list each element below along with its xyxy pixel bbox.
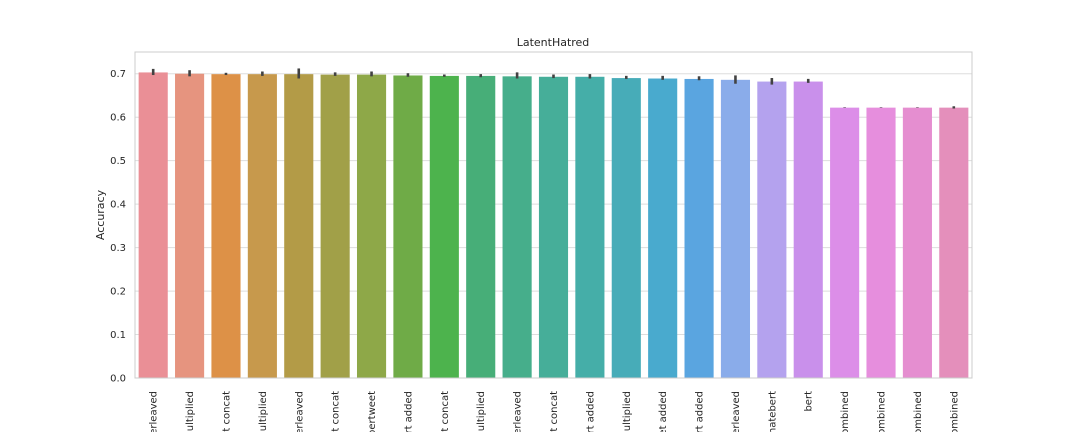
x-tick-label: et concat <box>331 391 342 432</box>
bar <box>175 73 205 378</box>
bars <box>138 72 969 379</box>
x-tick-label: ombined <box>877 391 888 432</box>
x-tick-label: bertweet <box>367 391 378 432</box>
bar <box>793 81 823 378</box>
bar <box>466 75 496 378</box>
x-tick-label: t concat <box>221 391 232 432</box>
y-tick-label: 0.1 <box>110 330 126 341</box>
x-tick-label: bert <box>804 391 815 412</box>
bar <box>902 107 932 379</box>
y-tick-label: 0.0 <box>110 374 126 385</box>
bar <box>538 76 569 378</box>
y-tick-label: 0.6 <box>110 113 126 124</box>
x-tick-label: nultiplied <box>476 391 487 432</box>
bar <box>211 74 241 378</box>
bar <box>138 72 168 379</box>
y-tick-label: 0.2 <box>110 287 126 298</box>
x-tick-label: ert added <box>585 391 596 432</box>
x-tick-labels: erleaved nultiplied t concat nultiplied erle… <box>149 391 961 432</box>
x-tick-label: rt added <box>695 391 706 432</box>
x-tick-label: et added <box>658 391 669 432</box>
x-tick-label: ombined <box>840 391 851 432</box>
x-tick-label: hatebert <box>767 391 778 432</box>
x-tick-label: nultiplied <box>185 391 196 432</box>
bar <box>284 74 314 378</box>
x-tick-label: ert added <box>403 391 414 432</box>
y-axis-label: Accuracy <box>94 189 107 240</box>
plot-frame <box>134 51 973 379</box>
bar <box>575 76 605 378</box>
bar <box>356 74 387 379</box>
x-tick-label: erleaved <box>149 391 160 432</box>
bar <box>684 78 714 378</box>
x-tick-label: nultiplied <box>258 391 269 432</box>
x-tick-label: erleaved <box>294 391 305 432</box>
x-tick-label: ombined <box>949 391 960 432</box>
bar <box>757 81 787 378</box>
x-tick-label: nultiplied <box>622 391 633 432</box>
bar <box>611 78 641 378</box>
y-tick-labels: 0.0 0.1 0.2 0.3 0.4 0.5 0.6 0.7 <box>110 69 126 384</box>
bar <box>939 107 969 379</box>
error-bars <box>151 68 956 109</box>
bar <box>720 79 751 378</box>
bar <box>320 74 350 379</box>
bar <box>429 75 459 378</box>
x-tick-label: erleaved <box>513 391 524 432</box>
y-tick-label: 0.7 <box>110 69 126 80</box>
chart-title: LatentHatred <box>517 36 590 49</box>
x-tick-label: et concat <box>440 391 451 432</box>
y-tick-label: 0.5 <box>110 156 126 167</box>
bar <box>866 107 896 379</box>
bar <box>648 78 678 379</box>
bar <box>393 75 423 379</box>
bar <box>502 76 532 378</box>
x-tick-label: t concat <box>549 391 560 432</box>
x-tick-label: erleaved <box>731 391 742 432</box>
bar <box>247 74 277 378</box>
y-tick-label: 0.4 <box>110 200 126 211</box>
bar <box>830 107 860 379</box>
y-tick-label: 0.3 <box>110 243 126 254</box>
x-tick-label: ombined <box>913 391 924 432</box>
